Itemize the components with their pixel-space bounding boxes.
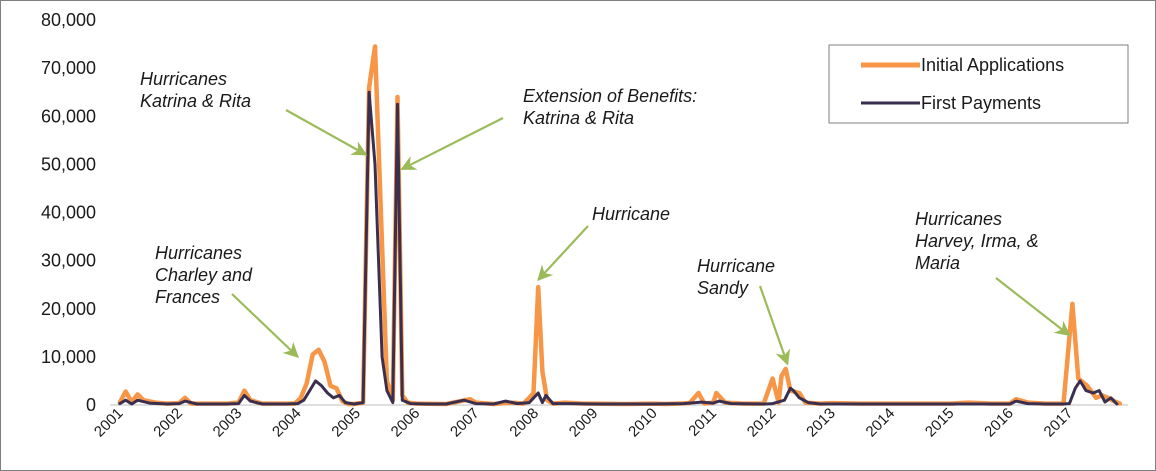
x-tick-label: 2001 — [91, 405, 127, 441]
annotation-arrow — [758, 285, 791, 366]
x-tick-label: 2006 — [388, 405, 424, 441]
y-axis-ticks: 0 10,000 20,000 30,000 40,000 50,000 60,000 70,… — [41, 10, 96, 415]
y-tick-label: 70,000 — [41, 58, 96, 78]
annotation-text: Katrina & Rita — [523, 108, 634, 128]
y-tick-label: 0 — [86, 395, 96, 415]
legend: Initial Applications First Payments — [828, 44, 1129, 124]
x-tick-label: 2005 — [328, 405, 364, 441]
annotation-text: Katrina & Rita — [140, 91, 251, 111]
x-tick-label: 2007 — [447, 405, 483, 441]
y-tick-label: 30,000 — [41, 251, 96, 271]
x-tick-label: 2008 — [506, 405, 542, 441]
x-tick-label: 2015 — [922, 405, 958, 441]
annotation-text: Frances — [155, 287, 220, 307]
y-tick-label: 80,000 — [41, 10, 96, 30]
annotation-text: Hurricanes — [915, 209, 1002, 229]
legend-label-initial-applications: Initial Applications — [921, 55, 1064, 75]
annotation-text: Hurricanes — [140, 69, 227, 89]
annotation-text: Harvey, Irma, & — [915, 231, 1039, 251]
y-tick-label: 60,000 — [41, 106, 96, 126]
x-tick-label: 2010 — [625, 405, 661, 441]
annotation-arrow — [400, 117, 504, 171]
x-axis-ticks: 2001 2002 2003 2004 2005 2006 2007 2008 2009 2010… — [91, 405, 1076, 441]
annotation: Hurricane — [537, 204, 670, 282]
annotation-arrow — [285, 109, 368, 156]
annotation: Extension of Benefits:Katrina & Rita — [400, 86, 697, 171]
x-tick-label: 2017 — [1041, 405, 1077, 441]
annotation-text: Hurricanes — [155, 243, 242, 263]
legend-box — [828, 44, 1129, 124]
x-tick-label: 2014 — [863, 405, 899, 441]
legend-label-first-payments: First Payments — [921, 93, 1041, 113]
x-tick-label: 2004 — [269, 405, 305, 441]
annotation-text: Maria — [915, 253, 960, 273]
x-tick-label: 2013 — [803, 405, 839, 441]
annotation-text: Hurricane — [697, 256, 775, 276]
x-tick-label: 2009 — [566, 405, 602, 441]
annotation-arrow — [995, 277, 1071, 337]
annotation-arrow — [537, 225, 589, 282]
y-tick-label: 10,000 — [41, 347, 96, 367]
series-line-first-payments — [118, 90, 1119, 406]
y-tick-label: 50,000 — [41, 154, 96, 174]
x-tick-label: 2016 — [981, 405, 1017, 441]
y-tick-label: 20,000 — [41, 299, 96, 319]
x-tick-label: 2003 — [210, 405, 246, 441]
x-tick-label: 2012 — [744, 405, 780, 441]
x-tick-label: 2002 — [150, 405, 186, 441]
annotation-text: Sandy — [697, 278, 749, 298]
annotation-text: Charley and — [155, 265, 253, 285]
annotation-text: Hurricane — [592, 204, 670, 224]
x-tick-label: 2011 — [685, 405, 720, 440]
annotation-text: Extension of Benefits: — [523, 86, 697, 106]
series-layer — [117, 44, 1123, 407]
annotation-arrow — [231, 293, 299, 358]
y-tick-label: 40,000 — [41, 203, 96, 223]
